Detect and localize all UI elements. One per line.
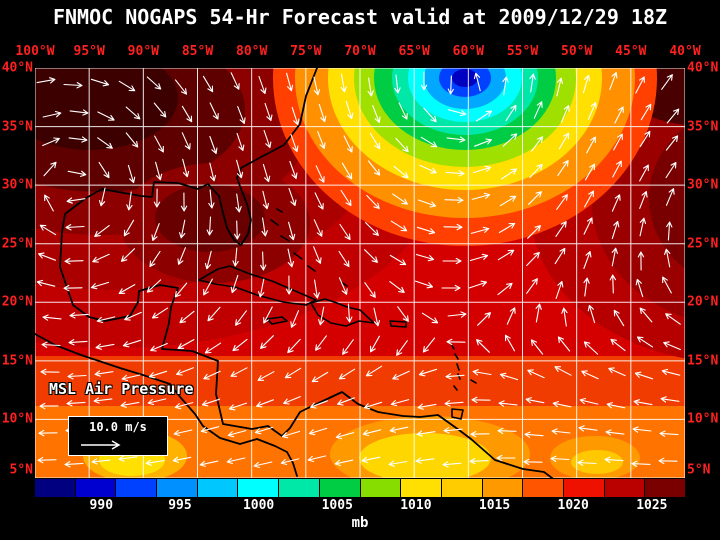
colorbar-segment-14 bbox=[603, 479, 645, 497]
lat-label-left-20n: 20°N bbox=[1, 294, 33, 310]
colorbar-tick-1000: 1000 bbox=[242, 498, 275, 513]
island-puerto-rico bbox=[389, 320, 407, 328]
pressure-map: MSL Air Pressure 10.0 m/s bbox=[35, 68, 685, 478]
coastline-north-america bbox=[59, 68, 554, 478]
colorbar-segment-15 bbox=[644, 479, 685, 497]
lat-label-left-30n: 30°N bbox=[1, 177, 33, 193]
colorbar-tick-1010: 1010 bbox=[400, 498, 432, 513]
lat-label-right-10n: 10°N bbox=[687, 411, 719, 427]
colorbar-tick-990: 990 bbox=[89, 498, 114, 513]
map-canvas bbox=[35, 68, 685, 478]
colorbar bbox=[35, 479, 685, 497]
coastline-central-america-pacific bbox=[35, 333, 298, 477]
lat-label-right-35n: 35°N bbox=[687, 119, 719, 135]
lat-label-right-20n: 20°N bbox=[687, 294, 719, 310]
colorbar-segment-0 bbox=[35, 479, 75, 497]
lat-label-left-25n: 25°N bbox=[1, 236, 33, 252]
lat-label-right-5n: 5°N bbox=[687, 462, 711, 478]
chart-title: FNMOC NOGAPS 54-Hr Forecast valid at 200… bbox=[52, 5, 668, 29]
lat-label-right-40n: 40°N bbox=[687, 60, 719, 76]
low-pressure-system bbox=[273, 68, 657, 246]
lat-label-right-15n: 15°N bbox=[687, 353, 719, 369]
lon-label-80w: 80°W bbox=[236, 44, 268, 59]
colorbar-segment-5 bbox=[237, 479, 279, 497]
wind-field bbox=[36, 71, 681, 469]
colorbar-segment-3 bbox=[156, 479, 197, 497]
lat-label-right-25n: 25°N bbox=[687, 236, 719, 252]
colorbar-segment-12 bbox=[522, 479, 563, 497]
colorbar-segment-10 bbox=[440, 479, 482, 497]
lon-label-45w: 45°W bbox=[615, 44, 647, 59]
lon-label-75w: 75°W bbox=[290, 44, 322, 59]
coastlines bbox=[35, 68, 554, 478]
colorbar-segment-1 bbox=[74, 479, 116, 497]
colorbar-tick-1020: 1020 bbox=[557, 498, 589, 513]
colorbar-tick-1025: 1025 bbox=[636, 498, 668, 513]
lon-label-55w: 55°W bbox=[506, 44, 539, 59]
lon-label-65w: 65°W bbox=[398, 44, 430, 59]
colorbar-tick-1005: 1005 bbox=[321, 498, 353, 513]
lat-label-left-40n: 40°N bbox=[1, 60, 33, 76]
lat-label-left-10n: 10°N bbox=[1, 411, 33, 427]
island-jamaica bbox=[266, 316, 288, 325]
colorbar-segment-7 bbox=[318, 479, 360, 497]
colorbar-segment-4 bbox=[196, 479, 238, 497]
lat-label-left-15n: 15°N bbox=[1, 353, 33, 369]
island-cuba bbox=[198, 265, 317, 306]
islands-bahamas bbox=[270, 208, 348, 287]
island-hispaniola bbox=[310, 298, 375, 327]
lon-label-50w: 50°W bbox=[561, 44, 593, 59]
grid-lines bbox=[35, 68, 685, 478]
wind-scale-arrow-icon bbox=[81, 440, 121, 450]
lon-label-60w: 60°W bbox=[452, 44, 484, 59]
lon-label-70w: 70°W bbox=[344, 44, 376, 59]
lon-label-90w: 90°W bbox=[127, 44, 159, 59]
colorbar-segment-9 bbox=[400, 479, 441, 497]
lat-label-right-30n: 30°N bbox=[687, 177, 719, 193]
lat-label-left-5n: 5°N bbox=[9, 462, 33, 478]
lon-label-40w: 40°W bbox=[669, 44, 701, 59]
islands-lesser-antilles bbox=[450, 343, 477, 391]
lat-label-left-35n: 35°N bbox=[1, 119, 33, 135]
wind-scale-legend: 10.0 m/s bbox=[68, 416, 168, 456]
colorbar-segment-2 bbox=[115, 479, 157, 497]
island-trinidad bbox=[451, 408, 464, 420]
wind-vector-arrows bbox=[36, 71, 681, 469]
lon-label-85w: 85°W bbox=[181, 44, 214, 59]
lon-label-95w: 95°W bbox=[73, 44, 105, 59]
colorbar-segment-11 bbox=[481, 479, 523, 497]
colorbar-segment-6 bbox=[278, 479, 319, 497]
colorbar-segment-8 bbox=[359, 479, 401, 497]
colorbar-unit: mb bbox=[351, 515, 369, 531]
wind-scale-value: 10.0 m/s bbox=[89, 420, 147, 434]
lon-label-100w: 100°W bbox=[15, 44, 55, 59]
colorbar-tick-1015: 1015 bbox=[478, 498, 511, 513]
colorbar-tick-995: 995 bbox=[168, 498, 192, 513]
colorbar-segment-13 bbox=[562, 479, 604, 497]
field-label: MSL Air Pressure bbox=[49, 380, 194, 398]
